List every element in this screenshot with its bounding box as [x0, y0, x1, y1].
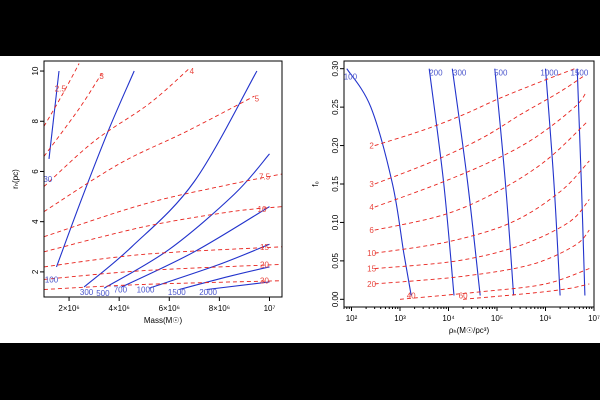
left-blue-contour-1500 [179, 266, 270, 291]
right-series-group [346, 68, 590, 300]
right-blue-contour-300 [451, 68, 481, 296]
right-y-tick-label-2: 0.10 [331, 214, 340, 230]
left-contour-label-14: 15 [260, 243, 269, 252]
right-red-contour-3 [374, 76, 584, 185]
right-x-tick-label-2: 10⁴ [442, 314, 455, 323]
left-contour-label-13: 10 [258, 205, 267, 214]
left-y-tick-label-0: 2 [31, 269, 40, 274]
right-red-contour-60 [463, 283, 590, 300]
left-red-contour-15 [44, 246, 282, 268]
left-panel-mass-vs-rh: 30 100 300 500 700 1000 1500 2000 2.5 3 4 5 7.5 10 15 2… [11, 60, 283, 325]
right-y-axis-label: f₀ [311, 181, 320, 187]
left-red-contour-3 [44, 73, 102, 157]
right-red-contour-2 [374, 68, 575, 147]
left-x-tick-label-1: 4×10⁶ [109, 304, 130, 313]
right-y-tick-label-0: 0.00 [331, 291, 340, 307]
right-contour-label-11: 15 [367, 265, 376, 274]
left-y-tick-label-3: 8 [31, 118, 40, 123]
right-contour-label-14: 60 [459, 292, 468, 301]
right-contour-label-6: 2 [369, 142, 374, 151]
left-y-axis-label: rₕ(pc) [11, 169, 20, 189]
right-x-tick-label-5: 10⁷ [588, 314, 600, 323]
left-contour-label-4: 700 [114, 286, 128, 295]
left-x-tick-label-2: 6×10⁶ [159, 304, 180, 313]
left-blue-contour-700 [121, 206, 270, 288]
left-red-contour-2-5 [44, 63, 80, 127]
right-contour-label-13: 40 [407, 292, 416, 301]
left-x-tick-label-4: 10⁷ [264, 304, 276, 313]
right-y-tick-label-3: 0.15 [331, 176, 340, 192]
left-blue-contour-500 [103, 153, 270, 289]
left-y-tick-label-1: 4 [31, 219, 40, 224]
left-blue-contour-2000 [206, 281, 270, 291]
right-x-axis-label: ρₕ(M☉/pc³) [449, 326, 490, 335]
left-blue-contour-100 [55, 70, 135, 268]
left-contour-label-6: 1500 [168, 288, 186, 297]
right-y-tick-label-5: 0.25 [331, 99, 340, 115]
left-contour-label-11: 5 [255, 95, 260, 104]
left-contour-label-10: 4 [190, 67, 195, 76]
right-contour-label-9: 6 [369, 226, 374, 235]
right-x-tick-label-3: 10⁵ [491, 314, 503, 323]
right-contour-label-2: 300 [453, 69, 467, 78]
left-contour-label-2: 300 [80, 288, 94, 297]
left-contour-label-8: 2.5 [55, 85, 67, 94]
right-blue-contour-1000 [544, 68, 561, 296]
right-contour-label-1: 200 [429, 69, 443, 78]
left-blue-contour-300 [83, 70, 258, 288]
left-red-contour-30 [44, 280, 282, 290]
left-plot-frame [43, 60, 283, 298]
right-red-contour-15 [374, 199, 590, 270]
right-red-contour-20 [374, 229, 590, 285]
left-series-group [44, 63, 282, 291]
left-contour-label-0: 30 [43, 175, 52, 184]
right-contour-label-10: 10 [367, 249, 376, 258]
right-x-tick-label-4: 10⁶ [539, 314, 551, 323]
left-blue-contour-1000 [149, 243, 270, 289]
right-contour-label-4: 1000 [540, 69, 558, 78]
right-red-contour-10 [374, 160, 590, 254]
left-contour-label-7: 2000 [199, 288, 217, 297]
right-plot-frame [343, 60, 595, 308]
right-contour-label-3: 500 [494, 69, 508, 78]
right-blue-contour-100 [346, 68, 412, 296]
right-x-tick-label-0: 10² [346, 314, 358, 323]
left-x-tick-label-0: 2×10⁶ [58, 304, 79, 313]
right-blue-contour-1500 [576, 68, 586, 296]
right-x-tick-label-1: 10³ [394, 314, 406, 323]
left-x-axis-label: Mass(M☉) [144, 316, 183, 325]
right-y-tick-label-6: 0.30 [331, 60, 340, 76]
right-y-tick-label-4: 0.20 [331, 137, 340, 153]
left-contour-label-16: 30 [260, 277, 269, 286]
right-red-contour-40 [399, 268, 590, 300]
left-red-contour-10 [44, 206, 282, 253]
left-red-contour-5 [44, 95, 255, 212]
right-contour-label-8: 4 [369, 203, 374, 212]
right-red-contour-6 [374, 122, 587, 231]
right-blue-contour-200 [428, 68, 455, 296]
left-red-contour-4 [44, 68, 190, 187]
left-red-contour-20 [44, 263, 282, 280]
left-contour-label-15: 20 [260, 260, 269, 269]
right-contour-label-7: 3 [369, 180, 374, 189]
right-panel-density-vs-f0: 100 200 300 500 1000 1500 2 3 4 6 10 15 20 40 60 10² 10³… [311, 60, 600, 335]
left-contour-label-3: 500 [96, 289, 110, 298]
left-contour-label-5: 1000 [137, 286, 155, 295]
right-contour-label-12: 20 [367, 280, 376, 289]
right-blue-contour-500 [494, 68, 515, 296]
right-contour-label-5: 1500 [571, 69, 589, 78]
left-contour-label-9: 3 [99, 72, 104, 81]
left-contour-label-1: 100 [45, 275, 59, 284]
right-red-contour-4 [374, 91, 587, 208]
left-y-tick-label-2: 6 [31, 169, 40, 174]
left-red-contour-7-5 [44, 173, 282, 238]
left-y-tick-label-4: 10 [31, 66, 40, 75]
figure-canvas: 30 100 300 500 700 1000 1500 2000 2.5 3 4 5 7.5 10 15 2… [0, 56, 600, 343]
right-contour-label-0: 100 [344, 72, 358, 81]
left-x-tick-label-3: 8×10⁶ [209, 304, 230, 313]
left-blue-contour-30 [48, 70, 60, 159]
left-contour-label-12: 7.5 [259, 173, 271, 182]
right-y-tick-label-1: 0.05 [331, 253, 340, 269]
